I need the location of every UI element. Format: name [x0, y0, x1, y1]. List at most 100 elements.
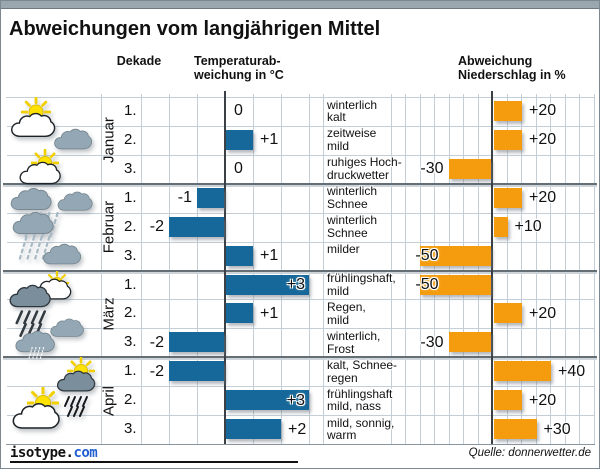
- grid-line: [579, 94, 580, 444]
- zero-line: [491, 91, 493, 444]
- precip-value: +20: [529, 102, 557, 120]
- temp-value: -1: [177, 189, 192, 207]
- month-label: Februar: [100, 200, 118, 254]
- snow-cloud-icon: [10, 187, 52, 211]
- weather-description: winterlich kalt: [327, 97, 378, 125]
- temp-value: +1: [260, 304, 279, 322]
- chart-bottom-line: [6, 444, 595, 445]
- temp-value: 0: [234, 160, 243, 178]
- temp-bar: [169, 361, 224, 382]
- temp-bar: [226, 419, 281, 440]
- grid-line: [593, 94, 595, 444]
- temp-value: -2: [149, 362, 164, 380]
- window-top-bar: [1, 1, 599, 9]
- decade-label: 2.: [124, 304, 137, 322]
- grid-line: [323, 94, 324, 444]
- rain-cloud-icon: [9, 284, 51, 307]
- weather-description: winterlich Schnee: [327, 184, 378, 212]
- precip-bar: [448, 158, 491, 179]
- grid-line: [281, 94, 282, 444]
- precip-bar: [448, 332, 491, 353]
- weather-description: frühlingshaft, mild: [327, 271, 396, 298]
- temp-value: +2: [288, 420, 307, 438]
- cloud-icon: [57, 191, 93, 211]
- weather-icons-februar: [10, 187, 93, 265]
- weather-description: zeitweise mild: [327, 126, 377, 154]
- header-line: Abweichung: [458, 54, 533, 68]
- precip-bar: [419, 245, 491, 266]
- grid-line: [477, 94, 479, 444]
- row-separator: [7, 328, 595, 330]
- header-line: Temperaturab-: [194, 54, 281, 68]
- isotype-logo: isotype.com: [10, 445, 98, 461]
- grid-line: [405, 94, 406, 444]
- grid-line: [535, 94, 537, 444]
- weather-description: mild, sonnig, warm: [327, 415, 395, 443]
- month-separator: [3, 269, 597, 272]
- logo-underline: [10, 461, 298, 463]
- temp-value: +1: [260, 247, 279, 265]
- month-label: Januar: [100, 117, 118, 164]
- precip-value: -50: [415, 247, 439, 265]
- temp-bar: [226, 274, 309, 295]
- temp-bar: [226, 129, 253, 150]
- grid-line: [390, 94, 392, 444]
- sun-rain-cloud-icon: [63, 396, 89, 418]
- grid-line: [101, 94, 102, 444]
- column-header-temperature: Temperaturab-weichung in °C: [194, 54, 284, 82]
- precip-bar: [494, 390, 522, 411]
- month-separator: [3, 182, 597, 185]
- row-separator: [7, 299, 595, 301]
- precip-value: -30: [420, 160, 444, 178]
- precip-bar: [494, 419, 537, 440]
- header-line: Niederschlag in %: [458, 68, 566, 82]
- sun-rain-cloud-icon: [56, 370, 96, 392]
- temp-value: 0: [234, 102, 243, 120]
- grid-line: [253, 94, 254, 444]
- precip-bar: [494, 216, 508, 237]
- precip-value: +20: [529, 189, 557, 207]
- month-label: April: [100, 385, 118, 416]
- weather-description: frühlingshaft mild, nass: [327, 386, 393, 414]
- sun-cloud-icon: [10, 112, 56, 138]
- weather-description: kalt, Schnee- regen: [327, 357, 398, 385]
- decade-label: 3.: [124, 420, 137, 438]
- row-separator: [7, 415, 595, 417]
- grid-line: [197, 94, 198, 444]
- temp-value: +1: [260, 131, 279, 149]
- precip-value: -50: [415, 275, 439, 293]
- row-separator: [7, 241, 595, 243]
- weather-description: winterlich, Frost: [327, 328, 381, 356]
- decade-label: 2.: [124, 130, 137, 148]
- grid-line: [463, 94, 464, 444]
- precip-bar: [494, 129, 522, 150]
- header-line: weichung in °C: [194, 68, 284, 82]
- weather-description: Regen, mild: [327, 299, 366, 327]
- precip-value: -30: [420, 333, 444, 351]
- grid-line: [141, 94, 142, 444]
- grid-line: [506, 94, 508, 444]
- grid-line: [564, 94, 566, 444]
- grid-line: [448, 94, 450, 444]
- precip-value: +10: [514, 218, 542, 236]
- precip-value: +20: [529, 391, 557, 409]
- temp-bar: [169, 332, 224, 353]
- logo-text-black: isotype.: [10, 445, 74, 461]
- temp-value: +3: [286, 275, 305, 293]
- sun-cloud-icon: [12, 403, 60, 430]
- decade-label: 2.: [124, 217, 137, 235]
- column-header-precipitation: Abweichung Niederschlag in %: [458, 54, 566, 82]
- precip-value: +30: [543, 420, 571, 438]
- row-separator: [7, 125, 595, 127]
- weather-icons-april: [12, 357, 96, 430]
- month-label: März: [100, 297, 118, 331]
- weather-description: winterlich Schnee: [327, 213, 378, 240]
- zero-line: [224, 91, 226, 444]
- decade-label: 3.: [124, 333, 137, 351]
- decade-label: 1.: [124, 362, 137, 380]
- temp-bar: [226, 245, 253, 266]
- row-separator: [7, 154, 595, 156]
- grid-line: [309, 94, 310, 444]
